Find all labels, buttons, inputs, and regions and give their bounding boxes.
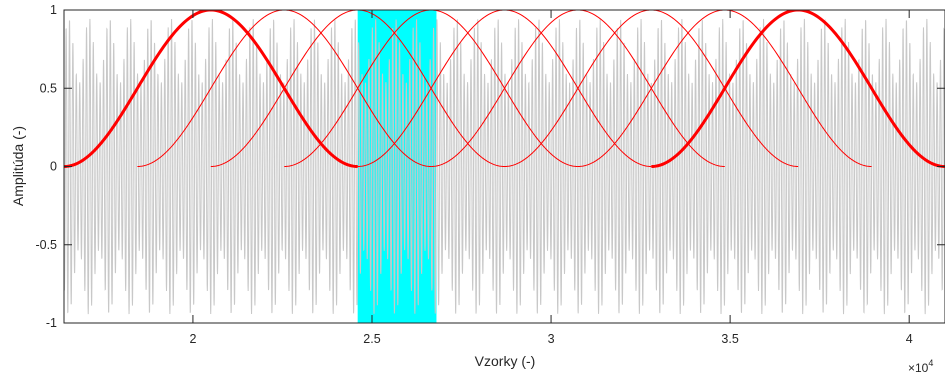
x-multiplier-exponent: 4 [928, 358, 933, 368]
x-tick-label: 2.5 [363, 332, 380, 346]
y-tick-label: 1 [50, 3, 57, 17]
x-axis-label: Vzorky (-) [475, 353, 536, 369]
x-tick-label: 4 [906, 332, 913, 346]
window-curves [64, 10, 945, 168]
tick-labels: 2 2.5 3 3.5 4 -1 -0.5 0 0.5 1 [35, 3, 912, 346]
background-signal [64, 18, 945, 315]
y-tick-label: -0.5 [35, 238, 57, 252]
window-curve-bold [651, 10, 945, 168]
y-axis-label: Amplitúda (-) [10, 126, 26, 206]
window-curve [357, 10, 652, 167]
axis-ticks [64, 9, 945, 324]
y-tick-label: -1 [46, 316, 57, 330]
y-tick-label: 0 [50, 160, 57, 174]
x-multiplier-base: ×10 [908, 361, 929, 375]
plot-area [64, 10, 945, 323]
x-multiplier: ×104 [908, 358, 933, 375]
window-curve [504, 10, 799, 167]
window-curve [210, 10, 505, 167]
window-curve [284, 10, 578, 167]
x-tick-label: 2 [189, 332, 196, 346]
x-tick-label: 3.5 [721, 332, 738, 346]
window-curve-bold [64, 10, 358, 168]
window-curve [431, 10, 725, 167]
y-tick-label: 0.5 [40, 81, 57, 95]
window-curve [577, 10, 872, 167]
x-tick-label: 3 [548, 332, 555, 346]
signal-line [64, 18, 945, 315]
window-curve [137, 10, 432, 167]
